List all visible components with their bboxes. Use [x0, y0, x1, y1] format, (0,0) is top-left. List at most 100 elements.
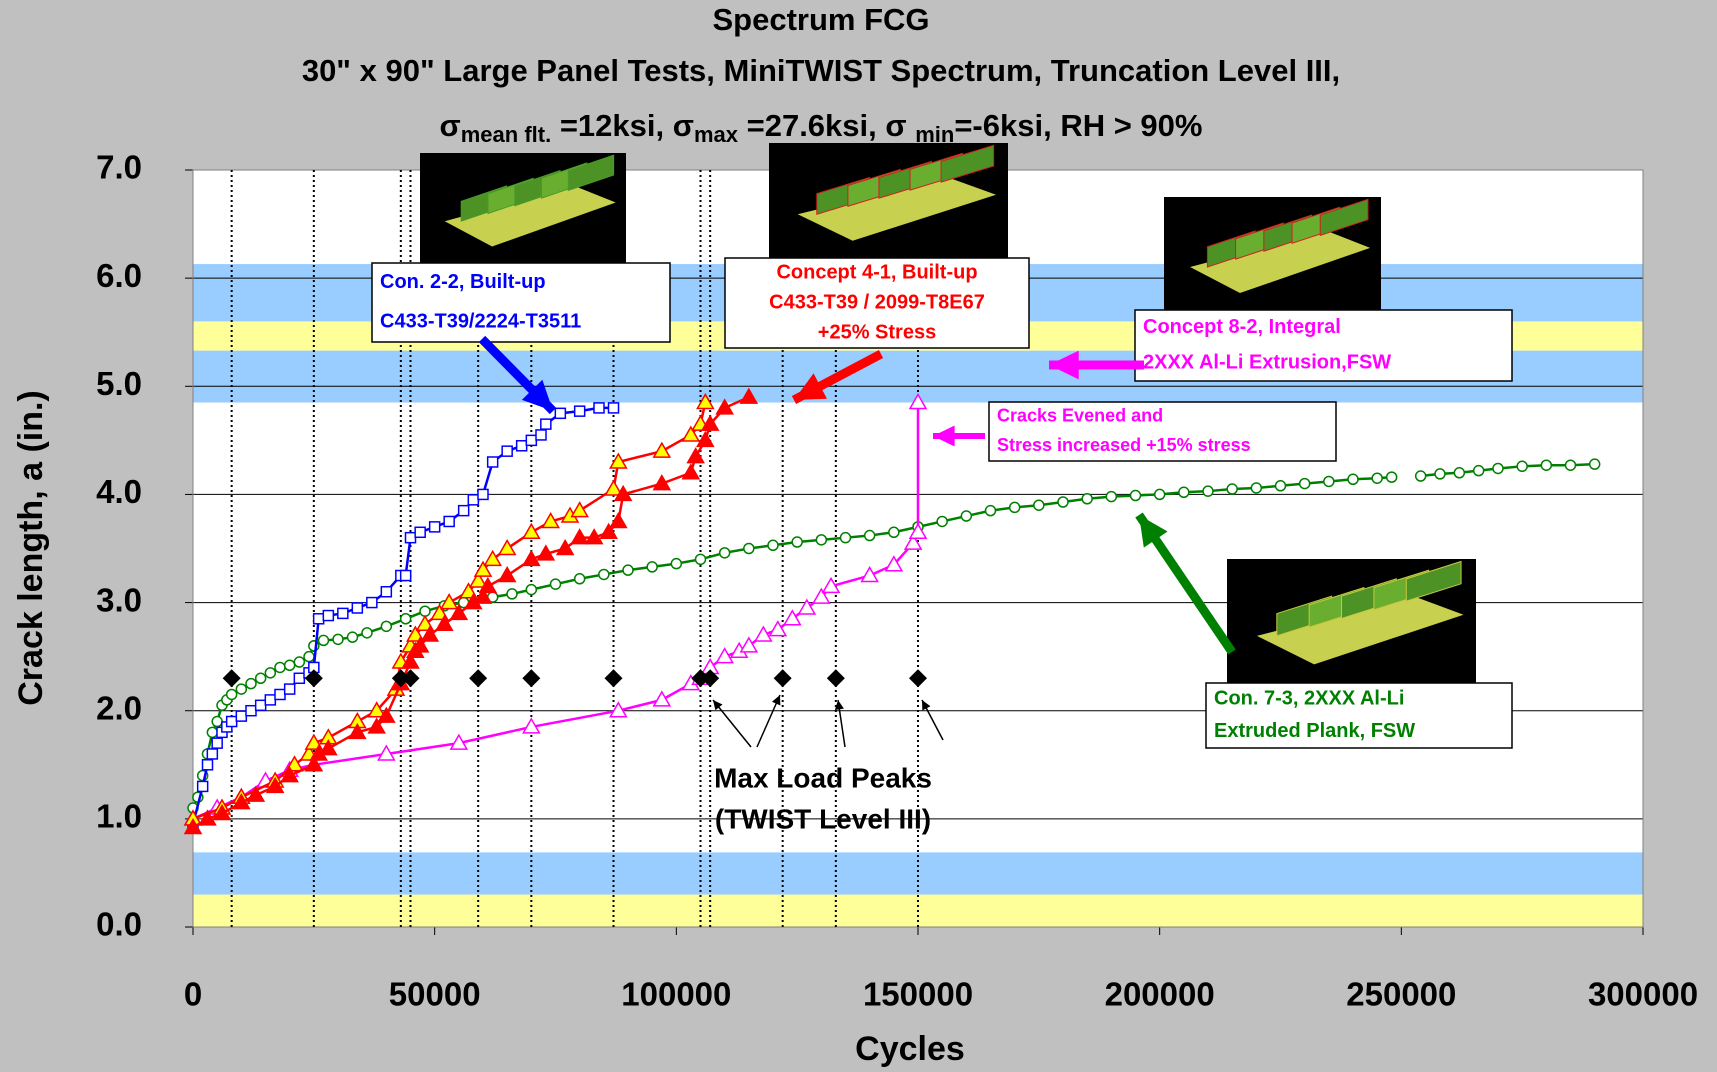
data-point [274, 661, 286, 674]
data-point [435, 614, 454, 631]
peak-marker [222, 669, 241, 688]
subtitle-part: =27.6ksi, σ [738, 108, 915, 143]
x-tick-label: 250000 [1346, 976, 1456, 1013]
data-point [212, 803, 232, 821]
panel-image-plate [444, 186, 616, 247]
data-point [570, 528, 589, 545]
annotation-box [724, 257, 1030, 349]
data-point [715, 398, 734, 415]
subtitle-part: min [915, 122, 954, 147]
arrow-head [922, 700, 931, 711]
data-point [303, 650, 315, 663]
data-point [1105, 490, 1118, 503]
data-point [201, 759, 214, 771]
data-point [522, 549, 541, 567]
arrow-head [713, 700, 723, 711]
annotation-text: +25% Stress [818, 321, 936, 343]
data-point [607, 402, 620, 414]
annotation-box [1205, 682, 1513, 749]
data-point [888, 526, 900, 539]
x-tick-label: 100000 [621, 976, 731, 1013]
data-point [1153, 488, 1166, 501]
arrow-head [794, 373, 827, 400]
data-point [285, 755, 304, 772]
annotation-text: Concept 8-2, Integral [1143, 316, 1341, 338]
data-point [283, 683, 296, 695]
data-point [232, 793, 251, 810]
peak-marker [691, 669, 710, 688]
annotation-text: C433-T39 / 2099-T8E67 [769, 291, 985, 313]
data-point [245, 677, 257, 690]
data-point [198, 809, 217, 826]
data-point [739, 387, 759, 404]
annotation-text: Stress increased +15% stress [997, 435, 1251, 455]
data-point [613, 484, 633, 502]
data-point [497, 566, 517, 583]
data-point [783, 609, 802, 626]
data-point [652, 474, 672, 491]
data-point [570, 501, 589, 518]
data-point [1472, 464, 1485, 477]
data-point [254, 699, 267, 712]
data-point [1178, 486, 1190, 499]
data-point [515, 440, 528, 452]
y-tick-label: 3.0 [96, 581, 142, 618]
data-point [501, 445, 513, 457]
data-point [1202, 485, 1214, 497]
panel-image-stringer [1405, 560, 1462, 602]
data-point [361, 627, 373, 639]
subtitle-part: =-6ksi, RH > 90% [954, 108, 1202, 143]
data-point [367, 701, 386, 718]
data-point [1453, 467, 1466, 479]
arrow-head [834, 700, 844, 711]
data-point [319, 739, 338, 756]
data-point [317, 634, 330, 647]
data-point [366, 596, 378, 609]
data-point [1516, 460, 1528, 473]
data-point [415, 614, 435, 631]
data-point [380, 586, 393, 598]
data-point [670, 557, 683, 570]
data-point [183, 817, 203, 835]
data-point [812, 587, 831, 604]
data-point [399, 613, 412, 625]
arrow [712, 699, 752, 748]
data-point [598, 568, 610, 581]
data-point [304, 755, 324, 772]
peak-marker [401, 669, 420, 688]
data-point [211, 737, 223, 749]
data-point [652, 441, 672, 458]
annotation-text: Extruded Plank, FSW [1214, 720, 1415, 742]
x-axis-title: Cycles [855, 1030, 965, 1068]
data-point [1057, 496, 1069, 508]
x-tick-label: 0 [184, 976, 202, 1013]
y-tick-label: 5.0 [96, 365, 142, 402]
data-point [609, 701, 628, 718]
arrow-head [771, 695, 781, 706]
data-point [593, 402, 605, 414]
data-point [404, 531, 417, 544]
data-point [839, 531, 852, 544]
data-point [206, 726, 219, 739]
data-point [449, 603, 469, 621]
arrow-head [1049, 350, 1079, 380]
data-point [696, 392, 715, 410]
data-point [863, 529, 876, 542]
data-point [908, 522, 928, 540]
data-point [283, 659, 296, 672]
data-point [609, 452, 628, 469]
data-point [235, 710, 248, 722]
data-point [1540, 459, 1553, 471]
y-tick-label: 7.0 [96, 149, 142, 186]
data-point [206, 748, 219, 760]
data-point [293, 656, 306, 668]
data-point [1033, 499, 1045, 511]
data-point [525, 434, 538, 447]
data-point [860, 566, 879, 583]
data-point [884, 555, 904, 572]
data-point [646, 561, 658, 573]
data-point [903, 533, 923, 550]
data-point [254, 672, 267, 685]
x-tick-label: 150000 [863, 976, 973, 1013]
